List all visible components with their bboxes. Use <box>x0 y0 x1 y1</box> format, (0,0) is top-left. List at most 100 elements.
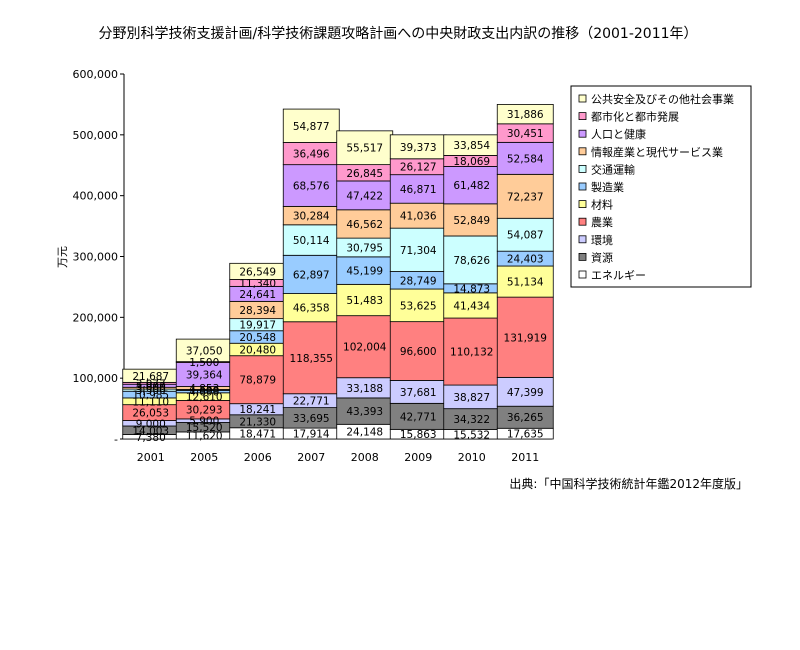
data-label: 30,293 <box>186 405 223 417</box>
data-label: 20,480 <box>239 344 276 356</box>
bar-segment <box>336 130 394 166</box>
bar-segment <box>496 296 554 378</box>
bar-segment <box>496 141 554 175</box>
bar-segment <box>389 402 447 430</box>
data-label: 11,340 <box>239 278 276 290</box>
bar-segment <box>282 108 340 143</box>
bar-segment <box>496 376 554 407</box>
data-label: 26,053 <box>132 408 169 420</box>
data-label: 50,114 <box>293 235 330 247</box>
data-label: 1,500 <box>189 385 219 397</box>
data-label: 14,873 <box>453 283 490 295</box>
y-tick-label: 100,000 <box>73 372 119 385</box>
data-label: 28,394 <box>239 305 276 317</box>
data-label: 47,422 <box>346 190 383 202</box>
y-tick-labels: - 100,000 200,000 300,000 400,000 500,000 600,… <box>73 68 119 446</box>
legend-label: エネルギー <box>591 269 646 282</box>
data-label: 78,626 <box>453 255 490 267</box>
data-label: 38,827 <box>453 392 490 404</box>
y-tick-label: 500,000 <box>73 129 119 142</box>
data-label: 17,914 <box>293 429 330 441</box>
data-label: 1,500 <box>189 357 219 369</box>
data-label: 118,355 <box>290 353 333 365</box>
data-label: 4,000 <box>189 387 219 399</box>
data-label: 33,188 <box>346 383 383 395</box>
legend-swatch <box>578 252 587 261</box>
data-label: 21,330 <box>239 416 276 428</box>
bar-segment <box>496 173 554 219</box>
y-tick-label: 200,000 <box>73 311 119 324</box>
legend-label: 都市化と都市発展 <box>591 110 679 124</box>
bar-segment <box>282 164 340 207</box>
data-label: 37,681 <box>400 387 437 399</box>
legend-label: 交通運輸 <box>591 162 635 176</box>
legend-label: 環境 <box>591 233 613 247</box>
data-label: 47,399 <box>507 387 544 399</box>
data-label: 131,919 <box>504 332 547 344</box>
data-label: 18,069 <box>453 156 490 168</box>
data-label: 78,879 <box>239 375 276 387</box>
data-label: 20,548 <box>239 332 276 344</box>
data-label: 46,871 <box>400 184 437 196</box>
x-tick-label: 2006 <box>244 451 272 464</box>
chart-title: 分野別科学技術支援計画/科学技術課題攻略計画への中央財政支出内訳の推移（2001… <box>98 26 697 42</box>
data-label: 9,000 <box>136 418 166 430</box>
data-label: 5,900 <box>189 416 219 428</box>
x-tick-label: 2008 <box>351 451 379 464</box>
data-label: 11,620 <box>186 430 223 442</box>
data-label: 3,077 <box>136 378 166 390</box>
data-label: 24,148 <box>346 427 383 439</box>
data-label: 61,482 <box>453 180 490 192</box>
legend-swatch <box>578 112 587 120</box>
y-tick-label: - <box>114 433 118 446</box>
data-label: 71,304 <box>400 245 437 257</box>
bar-segment <box>282 224 340 256</box>
data-label: 45,199 <box>346 266 383 278</box>
legend-label: 人口と健康 <box>591 127 646 141</box>
data-label: 24,403 <box>507 254 544 266</box>
data-label: 7,380 <box>136 432 166 444</box>
x-tick-label: 2010 <box>458 451 486 464</box>
legend-label: 資源 <box>591 250 613 264</box>
source-note: 出典:「中国科学技術統計年鑑2012年度版」 <box>509 476 748 491</box>
legend-swatch <box>578 235 587 244</box>
data-label: 15,863 <box>400 429 437 441</box>
bars <box>122 104 554 440</box>
data-label: 34,322 <box>453 414 490 426</box>
x-tick-labels: 2001 2005 2006 2007 2008 2009 2010 2011 <box>137 451 540 464</box>
data-label: 46,562 <box>346 219 383 231</box>
data-label: 30,451 <box>507 128 544 140</box>
bar-segment <box>443 203 501 237</box>
data-label: 110,132 <box>450 347 493 359</box>
data-label: 17,635 <box>507 429 544 441</box>
legend-swatch <box>578 200 587 209</box>
legend-box <box>570 85 752 288</box>
legend-swatch <box>578 147 587 156</box>
data-label: 41,036 <box>400 211 437 223</box>
data-label: 42,771 <box>400 411 437 423</box>
bar-segment <box>229 355 287 405</box>
legend-swatch <box>578 129 587 138</box>
data-label: 51,483 <box>346 295 383 307</box>
data-label: 41,434 <box>453 300 490 312</box>
x-tick-label: 2001 <box>137 451 165 464</box>
legend-swatch <box>578 270 587 279</box>
data-labels: 7,38014,0039,00026,05311,11010,9853,5003… <box>132 109 547 444</box>
data-label: 10,985 <box>132 390 169 402</box>
legend-label: 製造業 <box>591 180 624 194</box>
bar-segment <box>389 227 447 272</box>
legend-swatch <box>578 94 587 103</box>
bar-segment <box>389 288 447 323</box>
data-label: 33,695 <box>293 413 330 425</box>
data-label: 54,877 <box>293 121 330 133</box>
bar-segment <box>496 265 554 298</box>
legend-swatch <box>578 217 587 226</box>
x-tick-label: 2009 <box>404 451 432 464</box>
data-label: 36,496 <box>293 149 330 161</box>
data-label: 96,600 <box>400 346 437 358</box>
data-label: 5,000 <box>136 381 166 393</box>
data-label: 4,853 <box>189 383 219 395</box>
legend-swatch <box>578 164 587 173</box>
data-label: 51,134 <box>507 277 544 289</box>
